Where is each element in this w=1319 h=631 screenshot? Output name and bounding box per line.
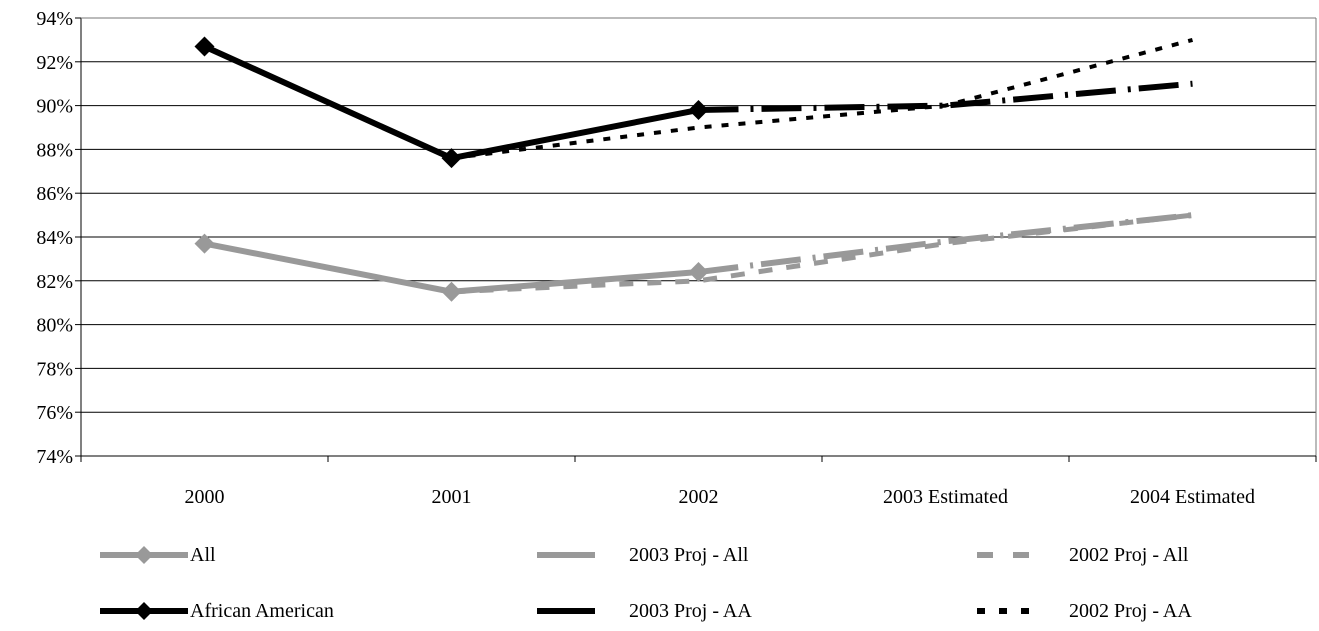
data-point-marker <box>441 148 462 169</box>
legend-swatch-all <box>100 546 188 564</box>
data-point-marker <box>688 262 709 283</box>
legend-label-2003-proj-aa: 2003 Proj - AA <box>629 599 752 622</box>
y-tick-label: 92% <box>36 52 73 74</box>
legend-label-2002-proj-all: 2002 Proj - All <box>1069 543 1189 566</box>
y-tick-label: 88% <box>36 139 73 161</box>
series-line-african-american <box>203 43 700 162</box>
legend-swatch-2002-proj-aa <box>977 608 1039 614</box>
series-markers <box>194 36 709 302</box>
y-tick-label: 74% <box>36 446 73 468</box>
series-line-2003-proj-all <box>698 212 1193 276</box>
data-point-marker <box>194 36 215 57</box>
legend-item-2003-proj-aa: 2003 Proj - AA <box>535 591 752 631</box>
legend-item-all: All <box>98 535 216 575</box>
y-tick-label: 82% <box>36 271 73 293</box>
legend-label-2003-proj-all: 2003 Proj - All <box>629 543 749 566</box>
legend-swatch-2003-proj-aa <box>537 608 625 614</box>
data-point-marker <box>688 99 709 120</box>
legend-label-2002-proj-aa: 2002 Proj - AA <box>1069 599 1192 622</box>
legend: All 2003 Proj - All 2002 Proj - All Afri… <box>0 520 1319 629</box>
y-tick-label: 94% <box>36 8 73 30</box>
series-lines <box>203 37 1194 295</box>
legend-label-all: All <box>190 543 216 566</box>
y-tick-label: 84% <box>36 227 73 249</box>
legend-swatch-2003-proj-all <box>537 552 625 558</box>
y-tick-label: 90% <box>36 96 73 118</box>
legend-item-2003-proj-all: 2003 Proj - All <box>535 535 748 575</box>
data-point-marker <box>441 281 462 302</box>
y-tick-label: 76% <box>36 402 73 424</box>
x-tick-label: 2003 Estimated <box>883 486 1008 508</box>
chart-canvas: 74% 76% 78% 80% 82% 84% 86% 88% 90% 92% 94% 2000 200… <box>36 8 1317 508</box>
series-line-2002-proj-all <box>451 212 1193 295</box>
legend-item-2002-proj-aa: 2002 Proj - AA <box>975 591 1192 631</box>
gridlines <box>81 17 1316 457</box>
legend-label-african-american: African American <box>190 599 334 622</box>
series-line-2003-proj-aa <box>698 80 1193 113</box>
x-tick-label: 2002 <box>679 486 719 508</box>
x-tick-label: 2000 <box>185 486 225 508</box>
y-tick-label: 86% <box>36 183 73 205</box>
y-tick-label: 78% <box>36 358 73 380</box>
data-point-marker <box>194 233 215 254</box>
legend-item-african-american: African American <box>98 591 334 631</box>
legend-swatch-african-american <box>100 602 188 620</box>
x-tick-label: 2001 <box>432 486 472 508</box>
tick-labels: 74% 76% 78% 80% 82% 84% 86% 88% 90% 92% 94% 2000 200… <box>36 8 1255 508</box>
axes <box>75 17 1317 462</box>
series-line-2002-proj-aa <box>451 37 1194 161</box>
y-tick-label: 80% <box>36 315 73 337</box>
legend-swatch-2002-proj-all <box>977 552 1035 558</box>
legend-item-2002-proj-all: 2002 Proj - All <box>975 535 1188 575</box>
x-tick-label: 2004 Estimated <box>1130 486 1255 508</box>
